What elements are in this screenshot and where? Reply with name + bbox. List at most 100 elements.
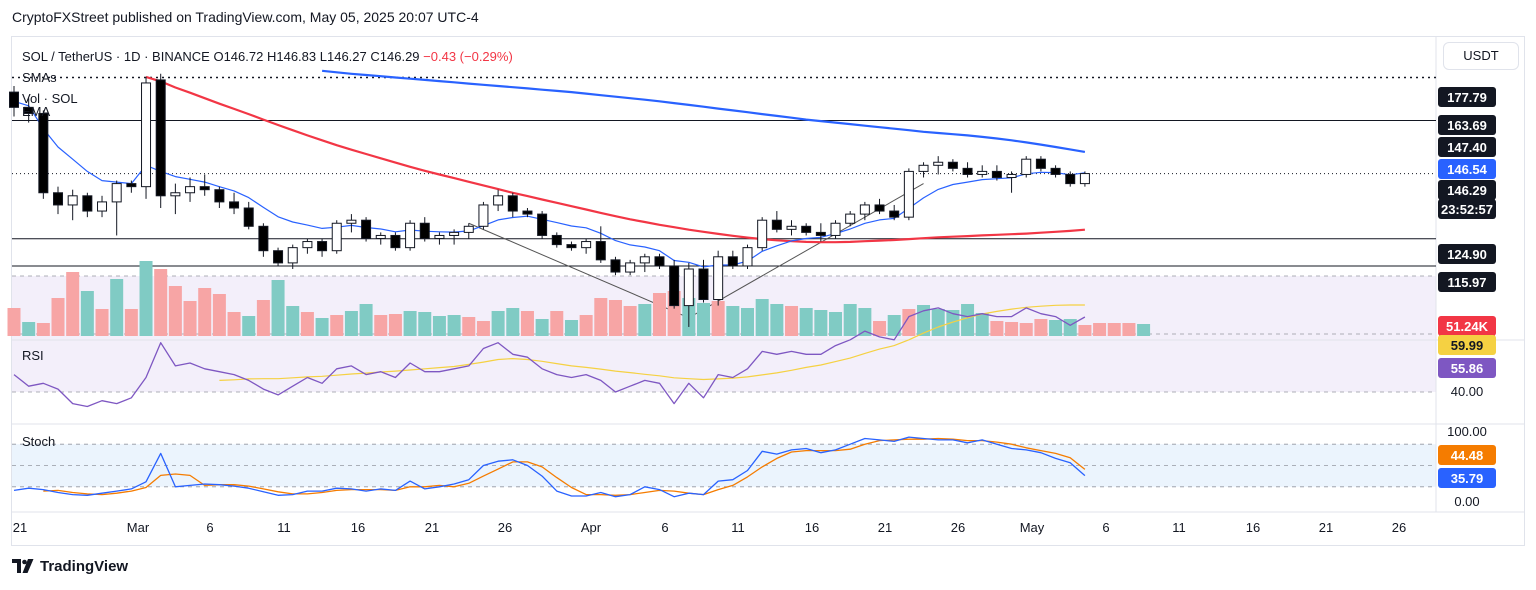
volume-bar — [696, 303, 710, 336]
volume-bar — [858, 308, 872, 336]
candle-body — [390, 234, 401, 249]
volume-bar — [1034, 319, 1048, 336]
candle-body — [830, 222, 841, 236]
price-label: 23:52:57 — [1441, 202, 1493, 217]
candle-body — [757, 219, 768, 249]
volume-bar — [7, 308, 21, 336]
volume-bar — [462, 317, 476, 336]
candle-body — [771, 219, 782, 230]
currency-button[interactable]: USDT — [1443, 42, 1519, 70]
footer-brand-text: TradingView — [40, 558, 129, 575]
price-label: 146.54 — [1447, 162, 1488, 177]
volume-bar — [154, 269, 168, 336]
candle-body — [742, 247, 753, 267]
candle-body — [463, 225, 474, 233]
volume-bar — [975, 313, 989, 336]
price-label: 115.97 — [1447, 275, 1486, 290]
candle-body — [23, 106, 34, 114]
candle-body — [199, 186, 210, 191]
candle-body — [38, 112, 49, 194]
volume-bar — [95, 309, 109, 336]
rsi-pane-label[interactable]: RSI — [22, 348, 44, 363]
candle-body — [537, 213, 548, 236]
volume-bar — [785, 306, 799, 336]
candle-body — [111, 183, 122, 203]
x-axis-tick-label: 11 — [1172, 520, 1186, 535]
candle-body — [302, 241, 313, 249]
ema-line — [13, 100, 1085, 268]
candle-body — [155, 79, 166, 197]
volume-bar — [1078, 325, 1092, 336]
candle-body — [97, 201, 108, 212]
volume-bar — [110, 279, 124, 336]
rsi-line — [13, 307, 1086, 408]
candle-body — [1079, 173, 1090, 185]
stoch-k-line — [13, 436, 1086, 498]
x-axis-tick-label: 21 — [425, 520, 439, 535]
volume-bar — [564, 320, 578, 336]
legend-smas[interactable]: SMAs — [22, 70, 57, 85]
legend-symbol[interactable]: SOL / TetherUS · 1D · BINANCE — [22, 49, 210, 64]
stoch-label-box — [1438, 468, 1496, 488]
x-axis-tick-label: 26 — [498, 520, 512, 535]
volume-bar — [330, 315, 344, 336]
rsi-axis-label: 59.99 — [1451, 338, 1484, 353]
candle-body — [522, 210, 533, 215]
candle-body — [243, 207, 254, 227]
price-label-box — [1438, 272, 1496, 292]
volume-bar — [22, 322, 36, 336]
legend-close: C146.29 — [370, 49, 420, 64]
candle-body — [229, 201, 240, 209]
candle-body — [669, 265, 680, 307]
x-axis-tick-label: 26 — [1392, 520, 1406, 535]
candle-body — [1021, 158, 1032, 175]
x-axis-tick-label: 21 — [13, 520, 27, 535]
candle-body — [962, 167, 973, 175]
volume-bar — [1063, 319, 1077, 336]
candle-body — [595, 241, 606, 261]
candle-body — [141, 82, 152, 188]
candle-body — [933, 161, 944, 166]
volume-bar — [579, 315, 593, 336]
candle-body — [317, 241, 328, 252]
x-axis-tick-label: 11 — [277, 520, 291, 535]
x-axis-tick-label: 21 — [1319, 520, 1333, 535]
price-label: 146.29 — [1447, 183, 1487, 198]
volume-bar — [80, 291, 94, 336]
price-label-box — [1438, 115, 1496, 135]
x-axis-tick-label: 21 — [878, 520, 892, 535]
volume-bar — [829, 312, 843, 336]
candle-body — [346, 219, 357, 224]
volume-bar — [711, 301, 725, 336]
candle-body — [287, 247, 298, 264]
stoch-axis-label: 100.00 — [1447, 424, 1487, 439]
footer-brand[interactable]: TradingView — [12, 558, 128, 575]
legend-vol[interactable]: Vol · SOL — [22, 91, 78, 106]
legend-ema[interactable]: EMA — [22, 104, 51, 119]
x-axis-tick-label: 6 — [1102, 520, 1109, 535]
rsi-axis-label: 40.00 — [1451, 384, 1484, 399]
x-axis-tick-label: May — [1020, 520, 1045, 535]
candle-body — [977, 170, 988, 175]
volume-bar — [520, 311, 534, 336]
volume-bar — [990, 321, 1004, 336]
candle-body — [9, 91, 19, 108]
volume-bar — [183, 301, 197, 336]
volume-bar — [887, 315, 901, 336]
volume-bar — [652, 293, 666, 336]
price-label-box — [1438, 180, 1496, 200]
volume-bar — [66, 272, 80, 336]
stoch-pane-label[interactable]: Stoch — [22, 434, 56, 449]
volume-bar — [271, 280, 285, 336]
candle-body — [1006, 173, 1017, 178]
stoch-label-box — [1438, 445, 1496, 465]
volume-bar — [139, 261, 153, 336]
candle-body — [903, 170, 914, 218]
x-axis-tick-label: 6 — [206, 520, 213, 535]
volume-bar — [403, 311, 417, 336]
candle-body — [801, 225, 812, 233]
candle-body — [1035, 158, 1046, 169]
candle-body — [947, 161, 958, 169]
candle-body — [126, 183, 137, 188]
